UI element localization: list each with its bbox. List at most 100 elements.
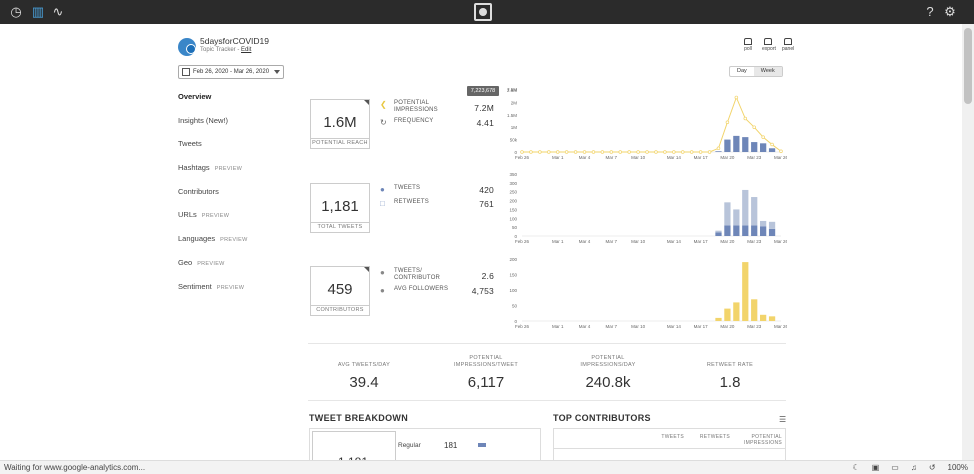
poll-button[interactable]: poll xyxy=(742,38,754,52)
tweet-breakdown-title: TWEET BREAKDOWN xyxy=(309,413,408,423)
y-tick-label: 50 xyxy=(512,304,518,309)
bar xyxy=(760,143,767,152)
bar xyxy=(742,189,749,226)
list-icon[interactable]: ☰ xyxy=(779,415,787,424)
data-point xyxy=(716,146,721,151)
sidebar-item-contributors[interactable]: Contributors xyxy=(178,187,298,211)
bar xyxy=(751,299,758,321)
refresh-icon: ↻ xyxy=(380,118,387,127)
sidebar-item-label: Languages xyxy=(178,234,216,244)
data-point xyxy=(600,150,605,154)
sidebar-item-insights[interactable]: Insights (New!) xyxy=(178,116,298,140)
x-tick-label: Feb 26 xyxy=(515,155,530,160)
poll-icon xyxy=(744,38,752,45)
moon-icon[interactable]: ☾ xyxy=(852,463,860,472)
y-tick-label: 200 xyxy=(509,257,517,262)
data-point xyxy=(698,150,703,154)
bar xyxy=(768,316,776,321)
data-point xyxy=(672,150,676,154)
day-toggle-button[interactable]: Day xyxy=(737,68,747,74)
analytics-icon[interactable]: ▥ xyxy=(31,4,45,19)
sidebar-item-label: URLs xyxy=(178,210,197,220)
export-icon xyxy=(764,38,772,45)
sidebar-item-hashtags[interactable]: Hashtags PREVIEW xyxy=(178,163,298,187)
speech-bubble-icon: ● xyxy=(380,185,386,194)
edit-link[interactable]: Edit xyxy=(241,47,252,53)
export-button[interactable]: export xyxy=(762,38,776,52)
contributors-card: 459 CONTRIBUTORS xyxy=(310,266,370,316)
sidebar-item-overview[interactable]: Overview xyxy=(178,92,298,116)
dashboard-icon[interactable]: ◷ xyxy=(10,4,22,19)
tweets-label: TOTAL TWEETS xyxy=(311,222,369,232)
help-icon[interactable]: ? xyxy=(926,4,934,19)
divider xyxy=(308,400,786,401)
y-tick-label: 0 xyxy=(514,234,517,239)
breakdown-total-box xyxy=(312,431,396,461)
column-header: RETWEETS xyxy=(699,434,730,440)
data-point xyxy=(707,150,712,154)
x-tick-label: Mar 14 xyxy=(667,155,682,160)
tweet-breakdown-panel: 1,181 Regular 181 xyxy=(309,428,541,469)
screen-icon[interactable]: ▭ xyxy=(891,463,899,472)
x-tick-label: Mar 26 xyxy=(774,239,787,244)
y-tick-label: 1.5M xyxy=(507,113,517,118)
data-point xyxy=(564,150,569,154)
header-divider xyxy=(554,448,785,449)
status-icons: ☾ ▣ ▭ ♫ ↺ 100% xyxy=(853,461,968,474)
top-bar: ◷ ▥ ∿ ? ⚙ xyxy=(0,0,974,24)
sidebar-item-label: Hashtags xyxy=(178,163,210,173)
stat-value: 240.8k xyxy=(585,374,631,391)
app-logo-icon[interactable] xyxy=(474,3,492,21)
sidebar-item-label: Overview xyxy=(178,92,212,101)
page-scrollbar[interactable] xyxy=(962,24,974,460)
y-tick-label: 100 xyxy=(509,288,517,293)
date-range-picker[interactable]: Feb 26, 2020 - Mar 26, 2020 xyxy=(178,65,284,79)
bar xyxy=(733,225,740,236)
waveform-icon[interactable]: ∿ xyxy=(52,4,64,19)
chevron-down-icon xyxy=(274,70,280,74)
x-tick-label: Mar 1 xyxy=(552,324,564,329)
bar xyxy=(742,137,749,152)
data-point xyxy=(591,150,596,154)
divider xyxy=(308,343,786,344)
image-icon[interactable]: ▣ xyxy=(871,463,880,472)
preview-badge: PREVIEW xyxy=(201,213,230,220)
x-tick-label: Mar 4 xyxy=(579,324,591,329)
top-contributors-title: TOP CONTRIBUTORS xyxy=(553,413,651,423)
volume-icon[interactable]: ♫ xyxy=(910,463,917,472)
x-tick-label: Feb 26 xyxy=(515,239,530,244)
tweets-row-label: TWEETS xyxy=(394,185,421,191)
y-tick-label: 7.5M xyxy=(507,87,517,92)
breakdown-row-label: Regular xyxy=(398,442,421,449)
x-tick-label: Mar 4 xyxy=(579,155,591,160)
retweets-row-label: RETWEETS xyxy=(394,199,429,205)
sidebar-item-urls[interactable]: URLs PREVIEW xyxy=(178,210,298,234)
y-tick-label: 2M xyxy=(511,100,518,105)
sidebar-item-tweets[interactable]: Tweets xyxy=(178,139,298,163)
stat-label: AVG TWEETS/DAY xyxy=(337,361,391,368)
preview-badge: PREVIEW xyxy=(216,284,245,291)
data-point xyxy=(645,150,649,154)
scrollbar-thumb[interactable] xyxy=(964,28,972,104)
sidebar-item-sentiment[interactable]: Sentiment PREVIEW xyxy=(178,282,298,306)
stat-label: POTENTIAL IMPRESSIONS/DAY xyxy=(580,355,636,368)
zoom-level[interactable]: 100% xyxy=(947,463,968,472)
x-tick-label: Mar 10 xyxy=(631,155,646,160)
sidebar-item-geo[interactable]: Geo PREVIEW xyxy=(178,258,298,282)
week-toggle-button[interactable]: Week xyxy=(753,67,782,76)
sidebar-item-label: Contributors xyxy=(178,186,219,196)
data-point xyxy=(636,150,640,154)
reset-zoom-icon[interactable]: ↺ xyxy=(928,463,936,472)
data-point xyxy=(529,150,533,154)
breakdown-row-bar xyxy=(478,443,486,447)
panel-button[interactable]: panel xyxy=(782,38,794,52)
bar xyxy=(724,225,731,236)
sidebar-item-languages[interactable]: Languages PREVIEW xyxy=(178,234,298,258)
gear-icon[interactable]: ⚙ xyxy=(944,4,956,19)
data-point xyxy=(654,150,658,154)
reach-label: POTENTIAL REACH xyxy=(311,138,369,146)
y-tick-label: 0 xyxy=(514,150,517,155)
x-tick-label: Mar 7 xyxy=(606,324,618,329)
retweet-icon: □ xyxy=(380,199,386,208)
data-point xyxy=(627,150,631,154)
